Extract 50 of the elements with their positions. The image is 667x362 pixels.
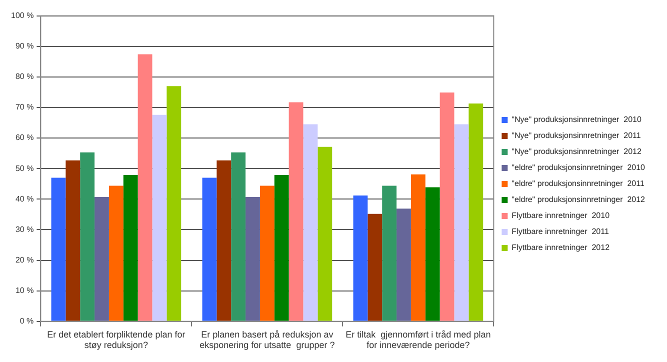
bar	[51, 178, 66, 321]
y-tick-label: 80 %	[15, 72, 34, 82]
bar	[468, 104, 484, 321]
bar	[368, 214, 382, 321]
bar	[396, 208, 411, 321]
x-tick-label: Er det etablert forpliktende plan for støy reduksjon?	[47, 329, 186, 350]
bar	[382, 186, 397, 321]
bar	[318, 146, 332, 321]
bar	[94, 197, 109, 321]
bar	[202, 178, 217, 321]
bar	[274, 175, 289, 321]
y-tick-label: 40 %	[15, 194, 34, 204]
bar	[231, 152, 246, 321]
bar	[152, 114, 167, 321]
y-tick-label: 30 %	[15, 224, 34, 234]
legend-label: Flyttbare innretninger 2011	[512, 227, 610, 236]
legend-label: Flyttbare innretninger 2010	[512, 211, 610, 220]
y-tick-label: 70 %	[15, 102, 34, 112]
bar	[138, 54, 152, 321]
x-tick-label: Er planen basert på reduksjon av eksponering for utsatte grupper ?	[200, 329, 335, 350]
bar	[260, 186, 274, 321]
y-tick-label: 50 %	[15, 164, 34, 173]
y-tick-label: 10 %	[15, 286, 34, 296]
x-tick-label: Er tiltak gjennomført i tråd med plan for inneværende periode?	[346, 329, 491, 350]
y-tick-label: 0 %	[20, 316, 34, 326]
legend-label: "eldre" produksjonsinnretninger 2010	[512, 163, 646, 172]
y-tick-label: 20 %	[15, 255, 34, 264]
bar	[246, 197, 260, 321]
bar	[288, 102, 304, 321]
bar	[216, 160, 232, 321]
bar	[410, 174, 426, 321]
bar	[353, 195, 368, 321]
bar	[66, 160, 80, 321]
y-tick-label: 60 %	[15, 133, 34, 142]
bar	[454, 124, 469, 321]
bar	[166, 86, 182, 321]
bar	[440, 92, 454, 321]
y-tick-label: 100 %	[10, 11, 34, 20]
bar	[108, 186, 124, 321]
legend-label: "eldre" produksjonsinnretninger 2012	[512, 195, 646, 204]
bar	[303, 124, 318, 321]
legend-label: "Nye" produksjonsinnretninger 2012	[512, 147, 642, 156]
legend-label: "eldre" produksjonsinnretninger 2011	[512, 179, 645, 188]
bar	[425, 187, 440, 321]
bar	[123, 175, 138, 321]
y-tick-label: 90 %	[15, 42, 34, 51]
legend-label: "Nye" produksjonsinnretninger 2010	[512, 115, 642, 124]
bar	[80, 152, 95, 321]
legend-label: "Nye" produksjonsinnretninger 2011	[512, 131, 642, 140]
legend-label: Flyttbare innretninger 2012	[512, 243, 610, 252]
